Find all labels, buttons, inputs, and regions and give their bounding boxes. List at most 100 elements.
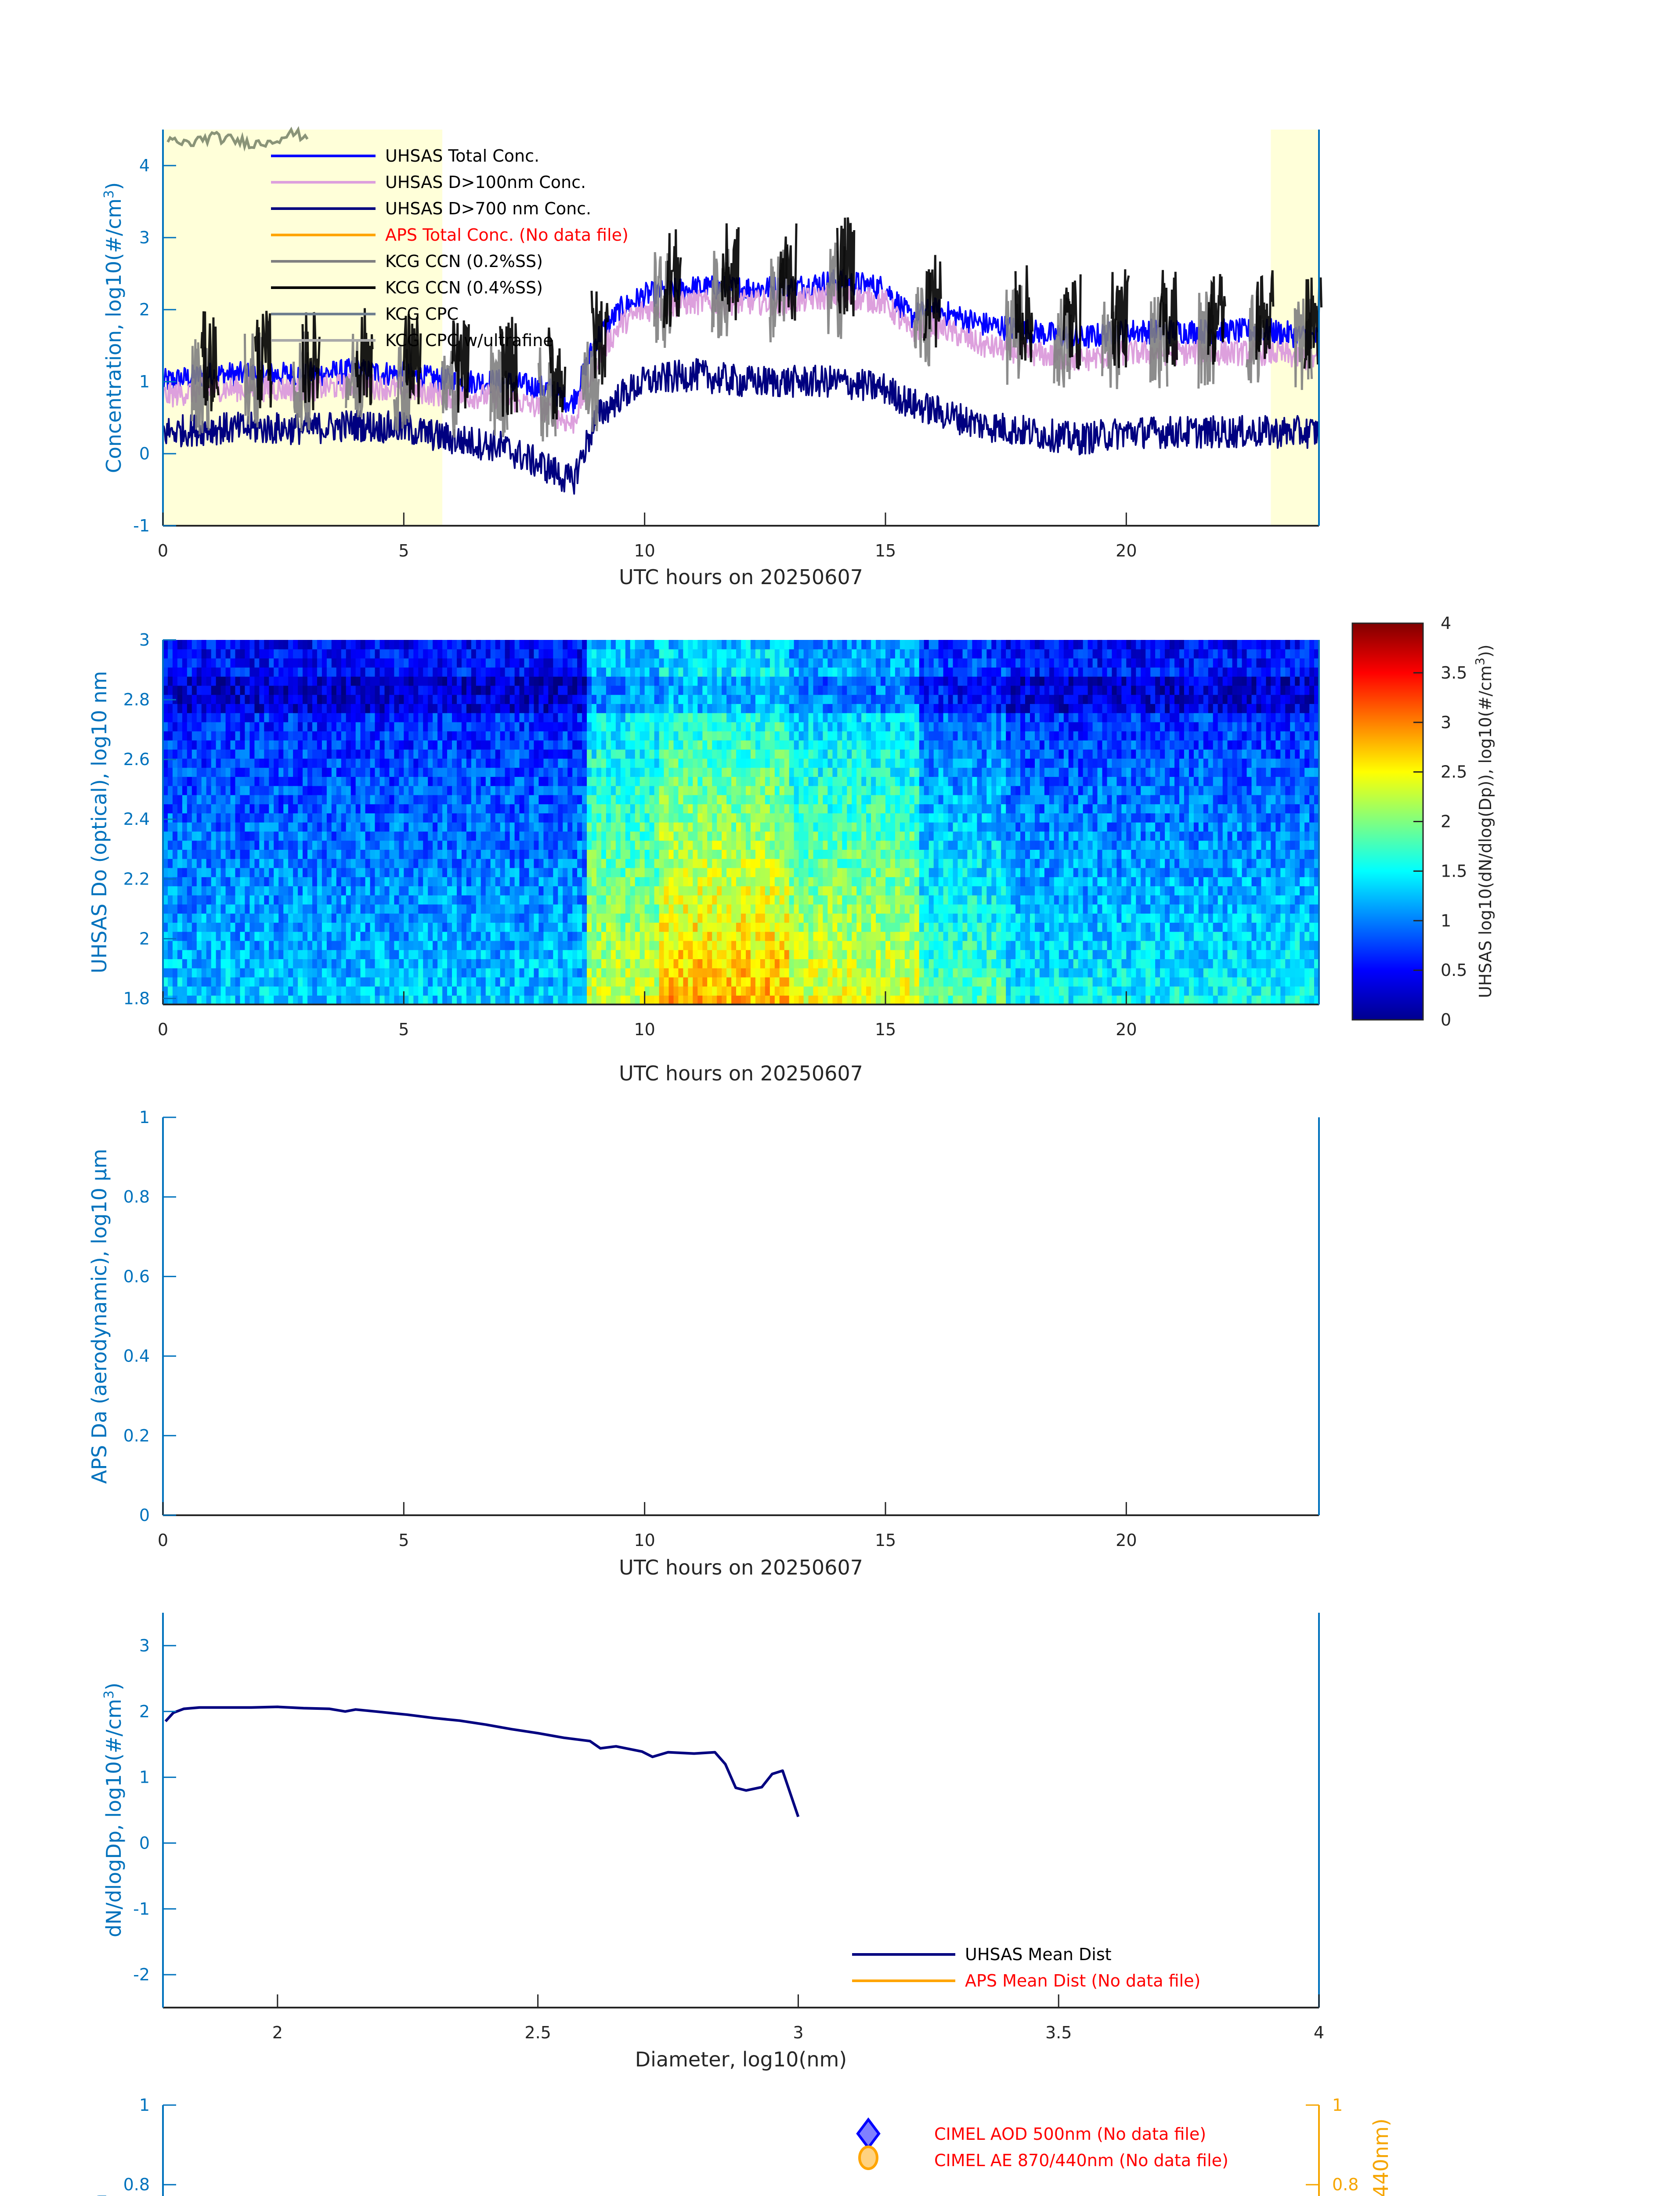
heatmap-cell xyxy=(495,685,501,695)
heatmap-cell xyxy=(736,804,741,813)
heatmap-cell xyxy=(644,749,650,759)
heatmap-cell xyxy=(375,959,380,968)
heatmap-cell xyxy=(524,685,530,695)
heatmap-cell xyxy=(481,649,486,659)
heatmap-cell xyxy=(524,986,530,996)
heatmap-cell xyxy=(211,658,217,668)
heatmap-cell xyxy=(399,940,404,950)
heatmap-cell xyxy=(630,713,636,722)
heatmap-cell xyxy=(620,831,626,841)
heatmap-cell xyxy=(615,694,621,704)
heatmap-cell xyxy=(379,977,385,987)
heatmap-cell xyxy=(620,767,626,777)
heatmap-cell xyxy=(490,740,496,750)
heatmap-cell xyxy=(326,904,332,914)
heatmap-cell xyxy=(350,940,356,950)
heatmap-cell xyxy=(365,959,371,968)
heatmap-cell xyxy=(601,649,607,659)
heatmap-cell xyxy=(524,777,530,786)
heatmap-cell xyxy=(341,767,347,777)
heatmap-cell xyxy=(379,995,385,1005)
heatmap-cell xyxy=(177,840,183,850)
heatmap-cell xyxy=(201,667,207,677)
heatmap-cell xyxy=(447,986,452,996)
heatmap-cell xyxy=(201,804,207,813)
heatmap-cell xyxy=(235,895,241,905)
heatmap-cell xyxy=(404,758,409,768)
heatmap-cell xyxy=(442,713,448,722)
heatmap-cell xyxy=(447,685,452,695)
heatmap-cell xyxy=(500,640,506,650)
heatmap-cell xyxy=(350,904,356,914)
heatmap-cell xyxy=(519,667,525,677)
x-tick-label: 20 xyxy=(1116,541,1137,560)
heatmap-cell xyxy=(264,676,269,686)
heatmap-cell xyxy=(505,749,510,759)
heatmap-cell xyxy=(664,649,669,659)
heatmap-cell xyxy=(182,940,188,950)
heatmap-cell xyxy=(466,867,472,878)
heatmap-cell xyxy=(254,713,260,722)
heatmap-cell xyxy=(461,840,467,850)
heatmap-cell xyxy=(269,950,274,959)
heatmap-cell xyxy=(587,913,592,923)
heatmap-cell xyxy=(317,795,322,805)
heatmap-cell xyxy=(481,731,486,740)
heatmap-cell xyxy=(452,694,457,704)
heatmap-cell xyxy=(413,813,419,823)
heatmap-cell xyxy=(303,849,308,859)
heatmap-cell xyxy=(606,932,611,941)
heatmap-cell xyxy=(172,749,178,759)
heatmap-cell xyxy=(659,758,665,768)
heatmap-cell xyxy=(678,804,683,813)
heatmap-cell xyxy=(534,777,539,786)
heatmap-cell xyxy=(553,640,558,650)
heatmap-cell xyxy=(722,740,727,750)
heatmap-cell xyxy=(452,922,457,932)
heatmap-cell xyxy=(596,922,602,932)
heatmap-cell xyxy=(168,758,173,768)
heatmap-cell xyxy=(317,804,322,813)
heatmap-cell xyxy=(461,904,467,914)
heatmap-cell xyxy=(712,758,717,768)
heatmap-cell xyxy=(630,977,636,987)
heatmap-cell xyxy=(649,913,655,923)
heatmap-cell xyxy=(664,849,669,859)
heatmap-cell xyxy=(485,804,491,813)
heatmap-cell xyxy=(206,749,212,759)
heatmap-cell xyxy=(191,731,197,740)
heatmap-cell xyxy=(746,968,751,978)
heatmap-cell xyxy=(225,913,231,923)
heatmap-cell xyxy=(582,950,587,959)
heatmap-cell xyxy=(350,822,356,832)
heatmap-cell xyxy=(216,940,221,950)
heatmap-cell xyxy=(476,740,481,750)
heatmap-cell xyxy=(664,722,669,732)
heatmap-cell xyxy=(452,749,457,759)
heatmap-cell xyxy=(423,977,428,987)
heatmap-cell xyxy=(731,950,737,959)
heatmap-cell xyxy=(654,667,660,677)
heatmap-cell xyxy=(702,667,708,677)
heatmap-cell xyxy=(524,904,530,914)
heatmap-cell xyxy=(298,804,303,813)
heatmap-cell xyxy=(191,995,197,1005)
heatmap-cell xyxy=(274,913,279,923)
heatmap-cell xyxy=(582,886,587,896)
heatmap-cell xyxy=(225,694,231,704)
heatmap-cell xyxy=(620,986,626,996)
heatmap-cell xyxy=(731,922,737,932)
heatmap-cell xyxy=(283,786,289,795)
heatmap-cell xyxy=(731,904,737,914)
heatmap-cell xyxy=(572,922,578,932)
heatmap-cell xyxy=(288,895,293,905)
heatmap-cell xyxy=(717,913,722,923)
heatmap-cell xyxy=(664,795,669,805)
heatmap-cell xyxy=(519,722,525,732)
heatmap-cell xyxy=(312,895,318,905)
heatmap-cell xyxy=(283,840,289,850)
heatmap-cell xyxy=(211,813,217,823)
heatmap-cell xyxy=(596,786,602,795)
heatmap-cell xyxy=(240,940,246,950)
heatmap-cell xyxy=(283,813,289,823)
